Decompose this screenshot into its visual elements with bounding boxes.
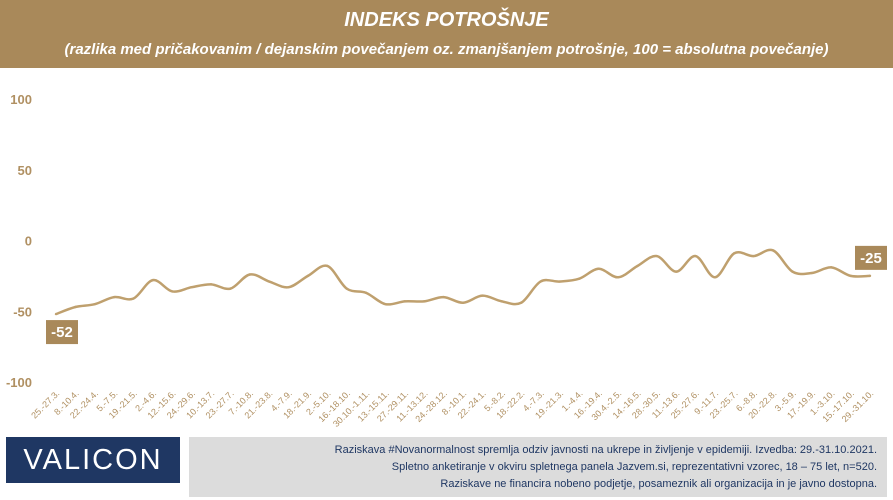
data-point	[868, 274, 872, 278]
data-point	[93, 302, 96, 306]
data-point	[384, 302, 387, 306]
data-point	[151, 278, 155, 282]
data-point	[597, 267, 600, 270]
valicon-logo: VALICON	[6, 437, 180, 483]
data-point	[481, 294, 484, 297]
data-point	[694, 254, 697, 258]
data-point	[616, 276, 620, 279]
data-point	[558, 280, 562, 283]
data-label: -25	[860, 250, 882, 267]
data-point	[791, 270, 794, 273]
y-tick-label: 0	[25, 234, 32, 249]
data-point	[306, 274, 310, 278]
data-point	[229, 287, 232, 290]
series-line	[55, 248, 871, 316]
data-point	[733, 252, 736, 255]
y-tick-label: -100	[6, 375, 32, 390]
data-point	[636, 264, 639, 268]
data-point	[267, 280, 271, 283]
data-label-box	[855, 245, 887, 270]
data-point	[849, 274, 852, 278]
data-point	[248, 273, 252, 276]
data-point	[771, 249, 775, 252]
data-point	[713, 276, 717, 279]
data-point	[752, 254, 755, 258]
y-tick-label: -50	[13, 304, 32, 319]
data-point	[209, 283, 213, 286]
line-chart: 100500-50-10025.-27.3.8.-10.4.22.-24.4.5…	[6, 92, 887, 429]
footer-line-2: Spletno anketiranje v okviru spletnega p…	[391, 461, 877, 473]
data-point	[461, 301, 465, 304]
data-point	[578, 277, 581, 280]
data-point	[364, 291, 368, 295]
footer-line-3: Raziskave ne financira nobeno podjetje, …	[440, 478, 877, 490]
data-label-box	[46, 320, 78, 345]
data-point	[345, 287, 348, 290]
data-point	[112, 295, 116, 299]
data-point	[423, 300, 426, 303]
data-point	[442, 295, 445, 299]
data-point	[500, 300, 503, 303]
data-point	[74, 305, 77, 309]
data-point	[674, 270, 678, 273]
footer-note: Raziskava #Novanormalnost spremlja odziv…	[189, 437, 887, 497]
footer-line-1: Raziskava #Novanormalnost spremlja odziv…	[334, 444, 877, 456]
chart-subtitle: (razlika med pričakovanim / dejanskim po…	[64, 41, 829, 58]
data-point	[287, 285, 290, 289]
data-point	[539, 280, 542, 283]
chart-header: INDEKS POTROŠNJE (razlika med pričakovan…	[0, 0, 893, 68]
data-point	[403, 300, 407, 303]
data-point	[132, 297, 135, 300]
data-point	[830, 266, 833, 269]
data-point	[190, 285, 193, 289]
chart-title: INDEKS POTROŠNJE	[344, 9, 549, 31]
data-point	[655, 254, 659, 258]
data-point	[54, 312, 58, 316]
data-label: -52	[51, 324, 73, 341]
data-point	[326, 264, 329, 268]
data-point	[171, 290, 174, 293]
y-tick-label: 50	[18, 163, 32, 178]
y-tick-label: 100	[10, 92, 32, 107]
data-point	[519, 301, 523, 304]
data-point	[810, 271, 814, 275]
